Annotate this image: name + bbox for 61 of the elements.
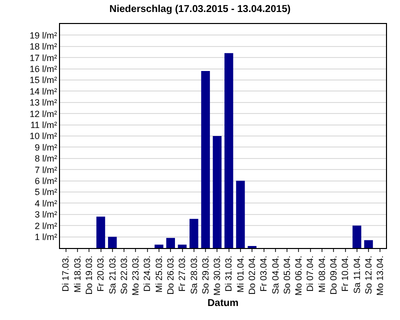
bar [201, 71, 210, 248]
x-tick-label: So 05.04. [282, 256, 292, 294]
x-tick-label: Mi 08.04. [316, 256, 327, 293]
chart-title: Niederschlag (17.03.2015 - 13.04.2015) [109, 4, 291, 15]
x-tick-label: Sa 11.04. [352, 256, 362, 294]
y-tick-label: 19 l/m² [30, 30, 58, 40]
bar [178, 244, 187, 248]
x-tick-label: Sa 21.03. [107, 256, 118, 294]
bar [224, 53, 234, 248]
bar [166, 238, 175, 248]
y-tick-label: 11 l/m² [30, 120, 58, 130]
bar [364, 240, 373, 248]
x-tick-label: Mi 25.03. [154, 256, 164, 293]
y-tick-label: 9 l/m² [34, 142, 58, 152]
x-tick-label: Do 26.03. [166, 256, 176, 295]
x-tick-label: So 29.03. [200, 256, 210, 294]
y-tick-label: 5 l/m² [34, 187, 58, 198]
bar [212, 136, 222, 248]
y-tick-label: 3 l/m² [34, 210, 58, 220]
y-tick-label: 12 l/m² [30, 108, 58, 119]
y-tick-label: 4 l/m² [34, 198, 58, 208]
y-tick-label: 10 l/m² [30, 131, 58, 142]
x-tick-label: Fr 27.03. [177, 256, 188, 292]
y-tick-label: 17 l/m² [30, 52, 58, 63]
y-tick-label: 16 l/m² [30, 64, 58, 74]
y-tick-label: 6 l/m² [34, 176, 58, 186]
x-tick-label: Mo 23.03. [130, 256, 141, 296]
x-tick-label: So 12.04. [363, 256, 374, 294]
bar [352, 226, 362, 248]
x-tick-label: Do 19.03. [84, 256, 94, 295]
bar [108, 236, 117, 248]
x-tick-label: Mo 06.04. [294, 256, 304, 296]
x-tick-label: Mi 01.04. [235, 256, 246, 293]
x-tick-label: Di 17.03. [60, 256, 71, 292]
bar [154, 244, 164, 248]
x-tick-label: Sa 28.03. [188, 256, 199, 294]
x-tick-label: Mo 13.04. [375, 256, 386, 296]
x-tick-label: Di 31.03. [224, 256, 234, 292]
y-tick-label: 1 l/m² [34, 232, 58, 242]
x-tick-label: Do 02.04. [247, 256, 258, 295]
x-axis-title: Datum [207, 298, 239, 310]
y-tick-label: 8 l/m² [34, 154, 58, 164]
x-tick-label: Do 09.04. [328, 256, 339, 295]
x-tick-label: Fr 20.03. [96, 256, 106, 292]
y-tick-label: 2 l/m² [34, 220, 58, 231]
bar [236, 180, 245, 248]
x-tick-label: Fr 10.04. [340, 256, 350, 292]
x-tick-label: Di 24.03. [142, 256, 152, 292]
bar [96, 216, 106, 248]
y-tick-label: 15 l/m² [30, 75, 58, 86]
x-tick-label: Fr 03.04. [258, 256, 269, 292]
bar [190, 218, 198, 248]
y-tick-label: 13 l/m² [30, 98, 58, 108]
x-tick-label: So 22.03. [118, 256, 129, 294]
x-tick-label: Di 07.04. [305, 256, 316, 292]
y-tick-label: 18 l/m² [30, 42, 58, 52]
x-tick-label: Sa 04.04. [270, 256, 280, 294]
y-tick-label: 7 l/m² [34, 164, 58, 175]
y-tick-label: 14 l/m² [30, 86, 58, 96]
x-tick-label: Mo 30.03. [212, 256, 222, 296]
x-tick-label: Mi 18.03. [72, 256, 82, 293]
